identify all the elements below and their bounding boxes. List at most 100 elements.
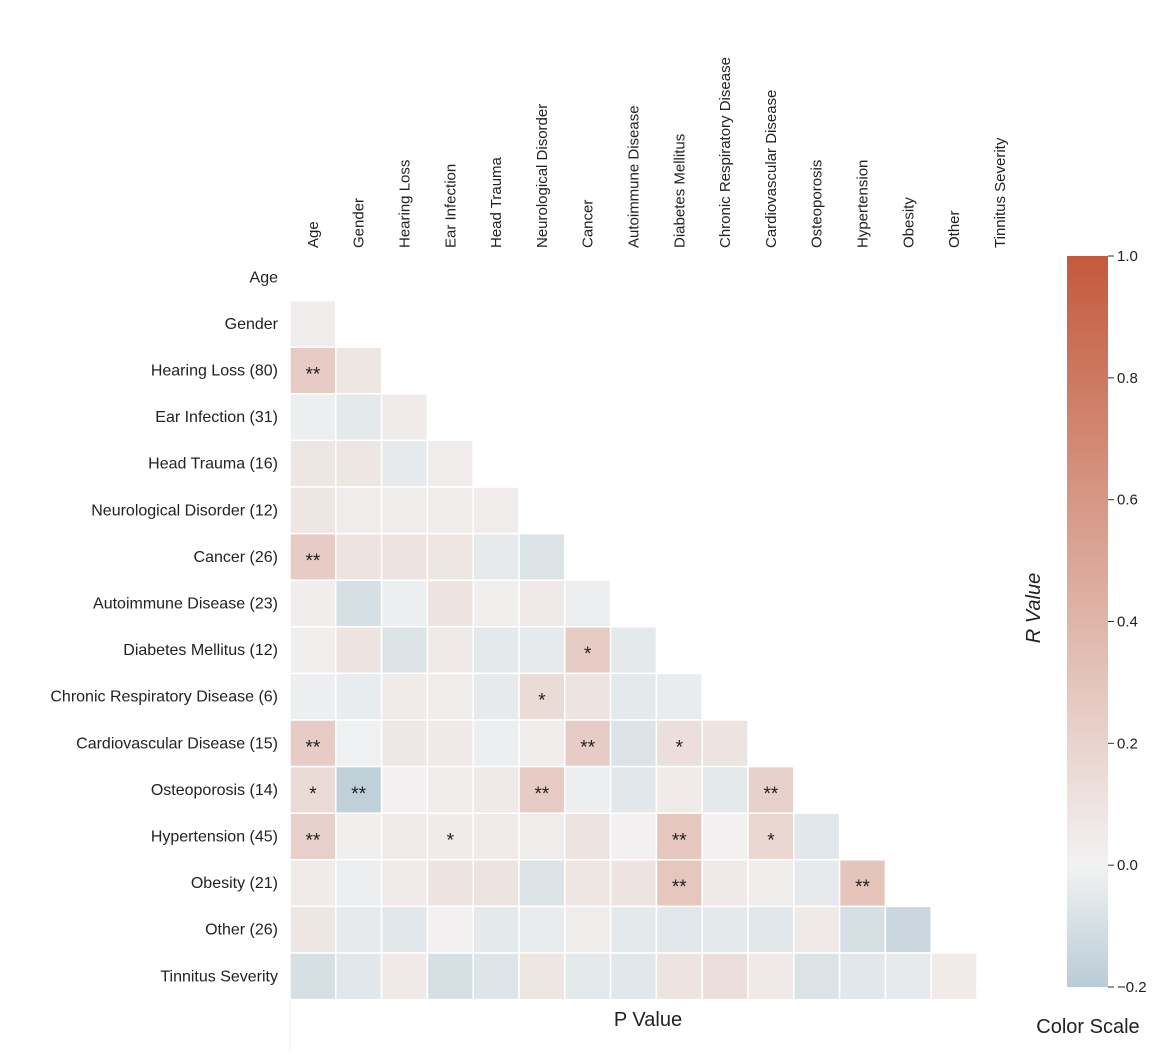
- column-label: Hypertension: [855, 160, 872, 248]
- heatmap-cell: [564, 765, 612, 814]
- heatmap-cell: [380, 672, 429, 721]
- heatmap-cell: [380, 859, 429, 908]
- heatmap-cell: [793, 952, 841, 1001]
- significance-mark: **: [351, 784, 366, 805]
- significance-mark: *: [584, 644, 592, 665]
- heatmap-cell: [335, 346, 383, 395]
- heatmap-cell: [335, 626, 383, 675]
- column-label: Head Trauma: [488, 156, 505, 248]
- row-label: Ear Infection (31): [155, 409, 278, 426]
- heatmap-cell: [518, 905, 566, 954]
- heatmap-cell: [426, 719, 474, 768]
- heatmap-cell: [426, 765, 474, 814]
- heatmap-cell: [747, 859, 795, 908]
- significance-mark: *: [538, 691, 546, 712]
- heatmap-cell: [701, 859, 749, 908]
- heatmap-cell: [701, 952, 749, 1001]
- heatmap-cell: [838, 859, 887, 908]
- column-label: Cardiovascular Disease: [763, 90, 780, 248]
- significance-mark: **: [306, 831, 321, 852]
- heatmap-cell: [747, 812, 795, 861]
- heatmap-cell: [380, 532, 429, 581]
- heatmap-cell: [701, 719, 749, 768]
- heatmap-cell: [380, 765, 429, 814]
- heatmap-cell: [289, 626, 337, 675]
- significance-mark: **: [580, 737, 595, 758]
- heatmap-cell: [289, 439, 337, 488]
- colorbar-gradient: [1067, 256, 1108, 987]
- heatmap-cell: [289, 672, 337, 721]
- heatmap-cell: [289, 579, 337, 628]
- colorbar-title: R Value: [1023, 573, 1045, 643]
- column-label: Osteoporosis: [809, 160, 826, 248]
- heatmap-cell: [518, 812, 566, 861]
- heatmap-cell: [426, 859, 474, 908]
- heatmap-cell: [472, 905, 520, 954]
- heatmap-cell: [335, 532, 383, 581]
- heatmap-cell: [472, 672, 520, 721]
- column-label: Hearing Loss: [397, 160, 414, 248]
- heatmap-cell: [380, 905, 429, 954]
- heatmap-cell: [380, 626, 429, 675]
- heatmap-cell: [518, 672, 566, 721]
- heatmap-cell: [518, 579, 566, 628]
- row-label: Osteoporosis (14): [151, 782, 278, 799]
- colorbar-tick-label: 1.0: [1117, 248, 1138, 265]
- significance-mark: **: [306, 737, 321, 758]
- heatmap-cell: [564, 579, 612, 628]
- heatmap-cell: [609, 626, 658, 675]
- heatmap-cell: [426, 672, 474, 721]
- significance-mark: *: [767, 831, 775, 852]
- heatmap-cell: [655, 672, 703, 721]
- heatmap-cell: [655, 765, 703, 814]
- heatmap-cell: [884, 952, 932, 1001]
- heatmap-cell: [380, 719, 429, 768]
- row-label: Other (26): [205, 922, 278, 939]
- heatmap-cell: [655, 905, 703, 954]
- heatmap-cell: [884, 905, 932, 954]
- heatmap-cell: [426, 626, 474, 675]
- heatmap-cell: [518, 626, 566, 675]
- heatmap-cell: [930, 952, 978, 1001]
- row-label: Autoimmune Disease (23): [93, 596, 278, 613]
- heatmap-cell: [426, 532, 474, 581]
- column-label: Gender: [351, 198, 368, 248]
- heatmap-cell: [472, 626, 520, 675]
- row-label: Diabetes Mellitus (12): [123, 642, 278, 659]
- heatmap-cell: [335, 439, 383, 488]
- significance-mark: **: [855, 877, 870, 898]
- heatmap-cell: [564, 672, 612, 721]
- heatmap-cell: [335, 579, 383, 628]
- column-label: Diabetes Mellitus: [671, 134, 688, 248]
- significance-mark: **: [306, 365, 321, 386]
- heatmap-cell: [655, 812, 703, 861]
- row-labels: Age Gender Hearing Loss (80) Ear Infection …: [50, 269, 278, 985]
- heatmap-cell: [335, 905, 383, 954]
- heatmap-cell: [426, 579, 474, 628]
- row-label: Gender: [225, 316, 279, 333]
- row-label: Neurological Disorder (12): [91, 502, 278, 519]
- significance-mark: *: [447, 831, 455, 852]
- significance-mark: **: [306, 551, 321, 572]
- heatmap-cell: [335, 393, 383, 442]
- significance-mark: **: [672, 877, 687, 898]
- heatmap-cell: [793, 859, 841, 908]
- heatmap-cell: [609, 952, 658, 1001]
- heatmap-cell: [289, 299, 337, 348]
- colorbar-tick-label: −0.2: [1117, 979, 1147, 996]
- heatmap-cell: [838, 952, 887, 1001]
- heatmap-cell: [426, 486, 474, 535]
- heatmap-cell: [701, 905, 749, 954]
- heatmap-cell: [289, 905, 337, 954]
- heatmap-cell: [564, 859, 612, 908]
- heatmap-cell: [289, 393, 337, 442]
- colorbar-tick-label: 0.4: [1117, 614, 1138, 631]
- heatmap-cell: [747, 905, 795, 954]
- column-label: Ear Infection: [442, 164, 459, 248]
- heatmap-cell: [655, 719, 703, 768]
- heatmap-cell: [793, 812, 841, 861]
- heatmap-cell: [564, 812, 612, 861]
- colorbar: −0.2 0.0 0.2 0.4 0.6 0.8 1.0: [1067, 248, 1147, 996]
- colorbar-tick-label: 0.8: [1117, 370, 1138, 387]
